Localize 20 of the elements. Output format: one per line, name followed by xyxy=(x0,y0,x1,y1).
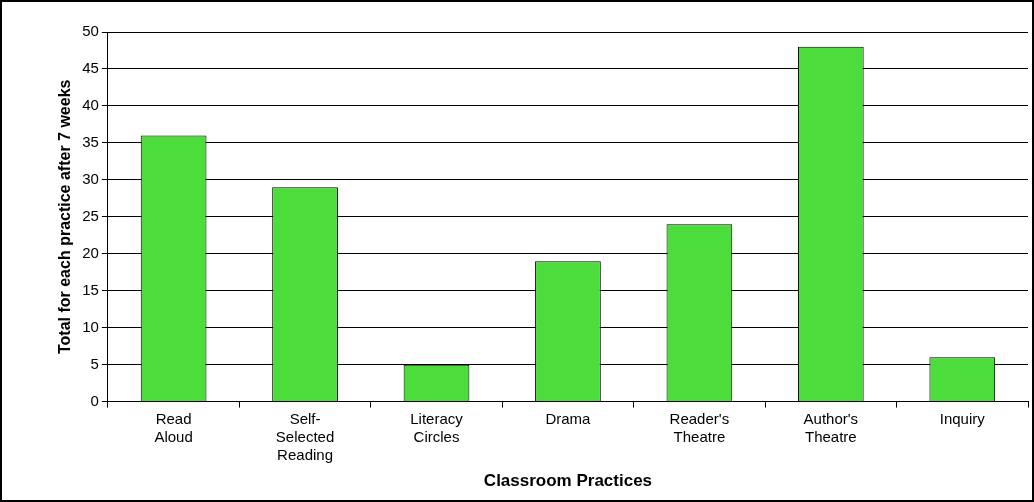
y-tick-label: 15 xyxy=(82,280,99,298)
y-axis-title: Total for each practice after 7 weeks xyxy=(56,79,74,355)
y-tick-label: 50 xyxy=(82,22,99,40)
x-tick-label: Inquiry xyxy=(939,409,986,427)
y-tick-label: 10 xyxy=(82,317,99,335)
y-tick-label: 45 xyxy=(82,59,99,77)
x-axis-title: Classroom Practices xyxy=(483,471,653,491)
y-tick-label: 40 xyxy=(82,96,99,114)
y-tick-label: 20 xyxy=(82,243,99,261)
x-tick-label: Author's Theatre xyxy=(803,409,859,445)
y-tick-label: 5 xyxy=(90,354,99,372)
x-tick-label: Drama xyxy=(545,409,592,427)
x-tick-label: Literacy Circles xyxy=(410,409,464,445)
y-tick-label: 25 xyxy=(82,206,99,224)
y-tick-label: 35 xyxy=(82,133,99,151)
x-tick-label: Read Aloud xyxy=(154,409,193,445)
y-tick-label: 30 xyxy=(82,169,99,187)
x-tick-label: Reader's Theatre xyxy=(669,409,730,445)
x-tick-label: Self-Selected Reading xyxy=(275,409,335,463)
y-tick-label: 0 xyxy=(90,391,99,409)
